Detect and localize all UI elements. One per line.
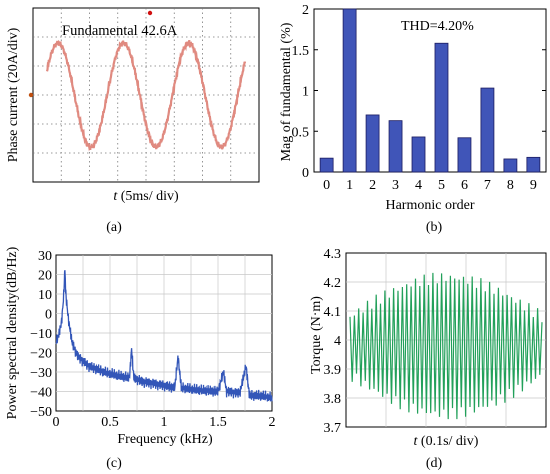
panel-c-ytick-label: 10: [38, 288, 52, 303]
panel-b-ytick-label: 1.5: [292, 44, 310, 59]
panel-b-annotation: THD=4.20%: [401, 19, 474, 34]
panel-b-xtick-label: 4: [415, 178, 422, 193]
panel-b-ytick-label: 0.5: [292, 125, 310, 140]
panel-b-bar: [342, 8, 357, 173]
panel-d: 4.3 4.2 4.1 4 3.9 3.8 3.7 Torque (N·m) t (0.1s…: [309, 247, 547, 471]
panel-b-bar: [365, 114, 380, 173]
panel-c-ytick-label: −20: [30, 347, 52, 362]
panel-a-caption: (a): [106, 220, 122, 235]
panel-c-ytick-label: 0: [45, 308, 52, 323]
panel-b-xtick-label: 2: [369, 178, 376, 193]
panel-d-ytick-label: 3.9: [324, 363, 342, 378]
panel-c-xtick-label: 0: [53, 415, 60, 430]
panel-a: Fundamental 42.6A Phase current (20A/div…: [6, 7, 260, 235]
panel-c-ytick-label: −50: [30, 405, 52, 420]
panel-d-ylabel: Torque (N·m): [309, 296, 324, 374]
panel-c-xtick-label: 0.5: [101, 415, 119, 430]
panel-b-xtick-label: 0: [323, 178, 330, 193]
panel-c-xlabel: Frequency (kHz): [117, 432, 213, 447]
panel-d-ytick-label: 4: [334, 334, 341, 349]
panel-a-xlabel-rest: (5ms/ div): [117, 189, 179, 204]
panel-d-torque-trace: [349, 272, 543, 420]
panel-a-current-trace: [45, 39, 247, 152]
panel-b-ytick-label: 0: [302, 166, 309, 181]
panel-a-annotation: Fundamental 42.6A: [62, 23, 178, 39]
panel-b-bar: [319, 157, 334, 173]
panel-a-xlabel-var: t: [113, 189, 118, 204]
panel-b-bar: [434, 42, 449, 173]
panel-b-xtick-label: 3: [392, 178, 399, 193]
panel-c-ytick-label: 30: [38, 249, 52, 264]
panel-c-caption: (c): [106, 456, 122, 471]
panel-c-ylabel: Power spectral density(dB/Hz): [5, 246, 20, 419]
panel-b-xlabel: Harmonic order: [385, 198, 474, 213]
panel-b-bar: [503, 158, 518, 173]
panel-b-xtick-label: 7: [484, 178, 491, 193]
panel-a-trigger-marker: [147, 10, 153, 16]
panel-d-ytick-label: 4.3: [324, 247, 342, 262]
panel-b-ylabel: Mag of fundamental (%): [279, 22, 294, 161]
panel-b-axes: 0 0.5 1 1.5 2 0 1 2 3 4 5 6 7 8 9: [292, 3, 546, 193]
panel-b-ytick-label: 1: [302, 85, 309, 100]
panel-a-level-marker: [28, 92, 34, 98]
panel-b-bar: [411, 136, 426, 173]
panel-d-xlabel-var: t: [414, 434, 419, 449]
panel-d-ytick-label: 4.2: [324, 276, 342, 291]
panel-d-xlabel: t (0.1s/ div): [414, 434, 479, 449]
panel-d-ytick-label: 3.7: [324, 421, 342, 436]
panel-a-ylabel: Phase current (20A/div): [6, 27, 21, 162]
panel-b-xtick-label: 6: [461, 178, 468, 193]
panel-d-ytick-label: 3.8: [324, 392, 342, 407]
panel-b-bar: [457, 137, 472, 173]
panel-c-xtick-label: 1: [161, 415, 168, 430]
panel-b-xtick-label: 5: [438, 178, 445, 193]
panel-a-xlabel: t (5ms/ div): [113, 189, 179, 204]
panel-d-caption: (d): [426, 456, 443, 471]
panel-c-xtick-label: 1.5: [209, 415, 227, 430]
panel-b-bar: [526, 156, 541, 173]
panel-b-ytick-label: 2: [302, 3, 309, 18]
panel-b-bar: [480, 87, 495, 173]
panel-b-bars: [319, 8, 541, 173]
panel-b-xtick-label: 1: [346, 178, 353, 193]
panel-c-ytick-label: 20: [38, 269, 52, 284]
panel-d-ytick-label: 4.1: [324, 305, 342, 320]
panel-c-xtick-label: 2: [269, 415, 276, 430]
panel-c-psd-trace: [55, 270, 273, 402]
panel-b-xtick-label: 9: [530, 178, 537, 193]
panel-d-xlabel-rest: (0.1s/ div): [417, 434, 478, 449]
panel-b-bar: [388, 120, 403, 173]
panel-c-ytick-label: −30: [30, 366, 52, 381]
panel-b-caption: (b): [426, 220, 443, 235]
panel-b-xtick-label: 8: [507, 178, 514, 193]
panel-c-ytick-label: −40: [30, 386, 52, 401]
panel-b: 0 0.5 1 1.5 2 0 1 2 3 4 5 6 7 8 9 THD=4.20% Mag of fun…: [279, 3, 547, 235]
panel-c-ytick-label: −10: [30, 327, 52, 342]
